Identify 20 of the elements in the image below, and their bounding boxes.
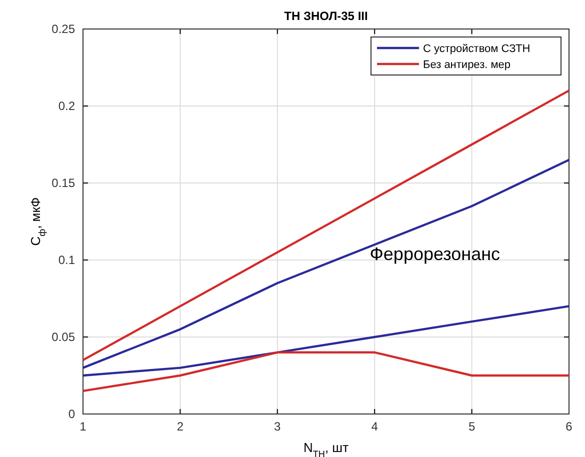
chart-title: ТН ЗНОЛ-35 III xyxy=(284,9,368,23)
y-tick-label: 0 xyxy=(68,406,76,421)
legend-label: С устройством СЗТН xyxy=(423,43,530,55)
y-tick-label: 0.25 xyxy=(52,22,76,36)
line-series xyxy=(82,305,570,377)
annotation: Феррорезонанс xyxy=(370,244,500,264)
x-tick-label: 1 xyxy=(80,420,87,434)
x-axis-title: N$_{ТН}$, шт xyxy=(303,440,349,457)
y-tick-label: 0.1 xyxy=(58,252,76,267)
legend-label: Без антирез. мер xyxy=(423,59,511,71)
y-tick-label: 0.15 xyxy=(52,176,76,190)
line-series xyxy=(82,158,570,369)
line-series xyxy=(82,90,570,362)
x-tick-label: 4 xyxy=(371,420,378,434)
y-tick-label: 0.2 xyxy=(58,98,76,113)
x-tick-label: 2 xyxy=(176,420,184,434)
x-tick-label: 5 xyxy=(468,420,476,434)
x-tick-label: 6 xyxy=(566,420,573,434)
x-tick-label: 3 xyxy=(274,420,282,434)
y-tick-label: 0.05 xyxy=(52,330,76,344)
